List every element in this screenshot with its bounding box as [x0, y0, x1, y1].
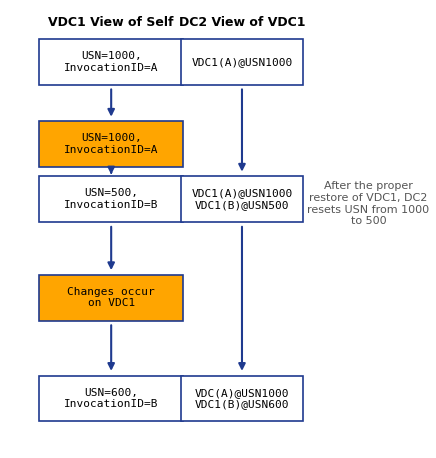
FancyBboxPatch shape — [39, 275, 183, 321]
Text: VDC1(A)@USN1000
VDC1(B)@USN500: VDC1(A)@USN1000 VDC1(B)@USN500 — [191, 188, 293, 210]
Text: VDC(A)@USN1000
VDC1(B)@USN600: VDC(A)@USN1000 VDC1(B)@USN600 — [195, 387, 289, 409]
Text: USN=1000,
InvocationID=A: USN=1000, InvocationID=A — [64, 51, 158, 73]
Text: USN=500,
InvocationID=B: USN=500, InvocationID=B — [64, 188, 158, 210]
Text: VDC1 View of Self: VDC1 View of Self — [48, 16, 174, 29]
Text: VDC1(A)@USN1000: VDC1(A)@USN1000 — [191, 57, 293, 67]
FancyBboxPatch shape — [39, 121, 183, 167]
FancyBboxPatch shape — [39, 39, 183, 85]
FancyBboxPatch shape — [39, 176, 183, 222]
FancyBboxPatch shape — [181, 176, 303, 222]
FancyBboxPatch shape — [181, 376, 303, 421]
Text: After the proper
restore of VDC1, DC2
resets USN from 1000
to 500: After the proper restore of VDC1, DC2 re… — [307, 181, 429, 226]
FancyBboxPatch shape — [181, 39, 303, 85]
Text: USN=600,
InvocationID=B: USN=600, InvocationID=B — [64, 387, 158, 409]
FancyBboxPatch shape — [39, 376, 183, 421]
Text: USN=1000,
InvocationID=A: USN=1000, InvocationID=A — [64, 133, 158, 155]
Text: Changes occur
on VDC1: Changes occur on VDC1 — [67, 287, 155, 309]
Text: DC2 View of VDC1: DC2 View of VDC1 — [179, 16, 305, 29]
